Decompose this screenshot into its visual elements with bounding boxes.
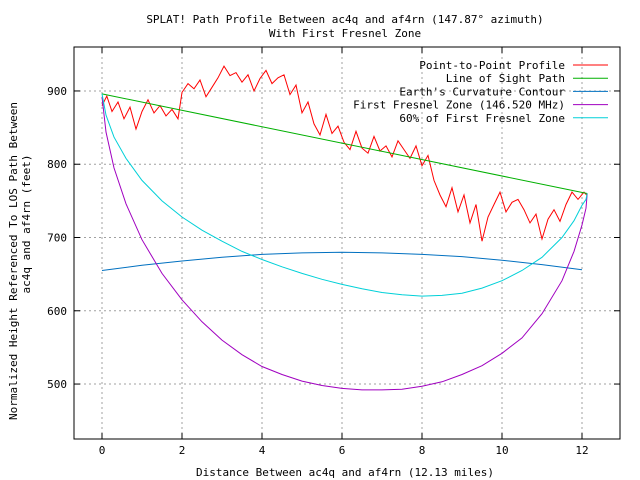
- y-tick-label: 700: [47, 232, 67, 245]
- series-line-60-of-first-fresnel-zone: [101, 93, 588, 297]
- legend-label: Point-to-Point Profile: [419, 59, 565, 72]
- legend-label: 60% of First Fresnel Zone: [399, 112, 565, 125]
- chart-title: SPLAT! Path Profile Between ac4q and af4…: [146, 13, 543, 26]
- x-tick-label: 8: [419, 444, 426, 457]
- x-tick-label: 4: [259, 444, 266, 457]
- y-tick-label: 500: [47, 378, 67, 391]
- plot-series: [101, 65, 588, 391]
- x-axis-label: Distance Between ac4q and af4rn (12.13 m…: [196, 466, 494, 479]
- x-tick-label: 12: [575, 444, 588, 457]
- legend-label: First Fresnel Zone (146.520 MHz): [353, 99, 565, 112]
- legend-label: Line of Sight Path: [446, 72, 565, 85]
- axis-ticks: 0 2 4 6 8 10 12 500 600 700 800 900: [47, 47, 620, 457]
- series-line-earth-s-curvature-contour: [101, 251, 583, 271]
- series-line-line-of-sight-path: [101, 93, 588, 194]
- y-tick-label: 800: [47, 158, 67, 171]
- x-tick-label: 2: [179, 444, 186, 457]
- y-axis-label-line1: Normalized Height Referenced To LOS Path…: [7, 102, 20, 420]
- series-line-point-to-point-profile: [101, 65, 588, 242]
- y-tick-label: 600: [47, 305, 67, 318]
- x-tick-label: 10: [495, 444, 508, 457]
- plot-frame: [73, 46, 621, 440]
- series-line-first-fresnel-zone-146-520-mhz: [101, 96, 588, 391]
- x-tick-label: 6: [339, 444, 346, 457]
- y-tick-label: 900: [47, 85, 67, 98]
- y-axis-label-line2: ac4q and af4rn (feet): [20, 154, 33, 293]
- legend-label: Earth's Curvature Contour: [399, 85, 565, 98]
- grid: [74, 47, 620, 439]
- x-tick-label: 0: [99, 444, 106, 457]
- chart-subtitle: With First Fresnel Zone: [269, 27, 421, 40]
